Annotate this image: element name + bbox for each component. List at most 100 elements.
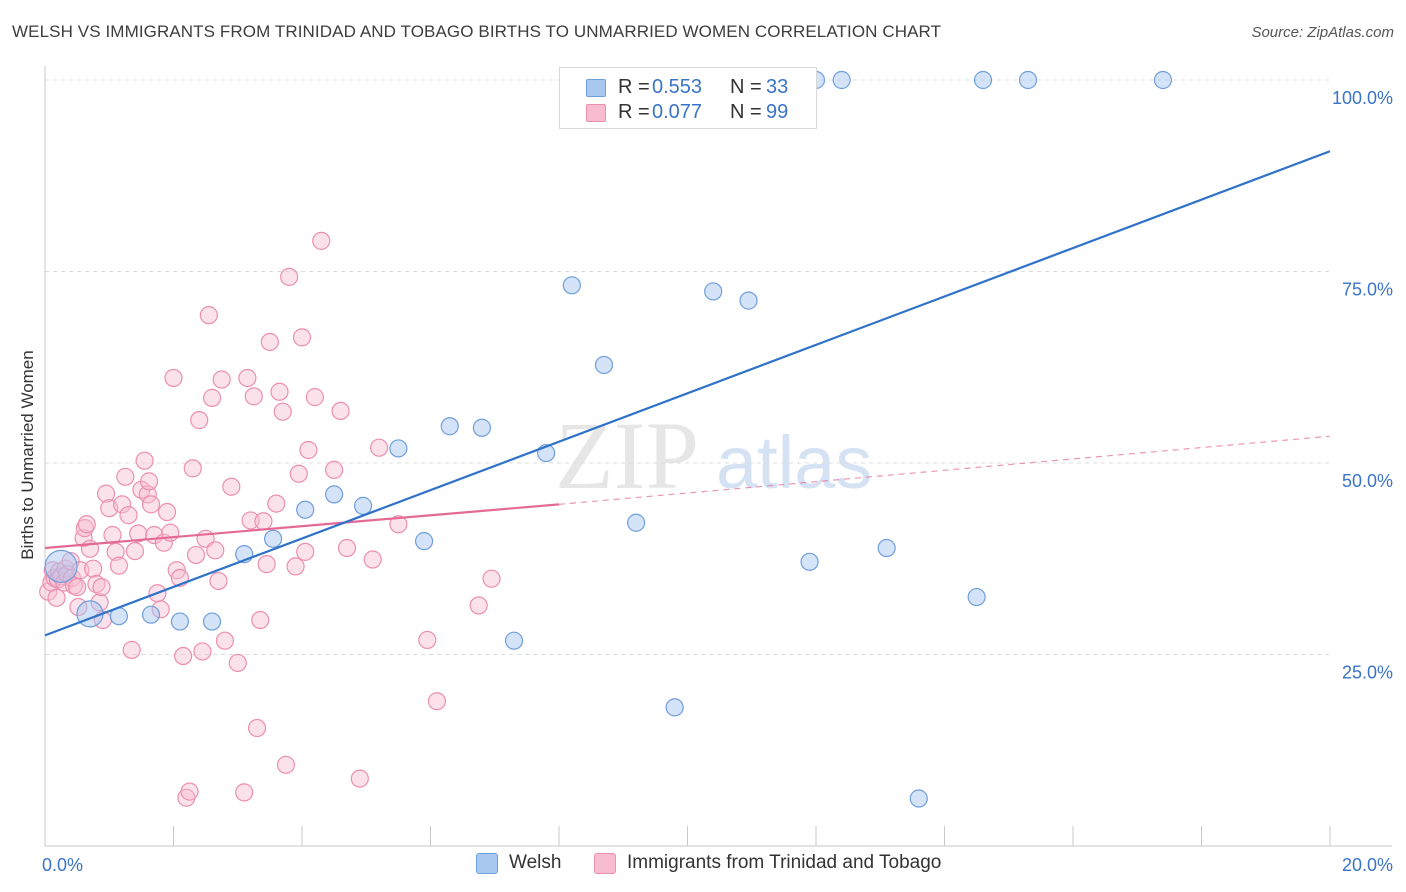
tt-point-57: [193, 642, 212, 661]
y-tick-label-3: 100.0%: [1332, 88, 1393, 108]
tt-point-82: [289, 464, 308, 483]
tt-point-48: [164, 368, 183, 388]
welsh-point-32: [1153, 70, 1173, 90]
tt-point-62: [209, 571, 228, 591]
welsh-point-15: [504, 631, 524, 650]
tt-point-91: [350, 769, 369, 788]
tt-point-74: [257, 555, 276, 574]
tt-point-53: [180, 782, 199, 801]
chart-source: Source: ZipAtlas.com: [1251, 24, 1394, 41]
tt-point-90: [337, 538, 357, 558]
tt-point-92: [363, 550, 382, 569]
tt-point-29: [106, 542, 125, 561]
tt-point-35: [125, 541, 145, 561]
tt-point-46: [157, 502, 177, 522]
bottom-welsh-label: Welsh: [509, 852, 562, 873]
tt-trend-line-extension: [558, 435, 1331, 505]
tt-point-84: [296, 542, 315, 561]
tt-point-34: [122, 640, 141, 660]
tt-n-value: 99: [766, 101, 789, 123]
tt-point-67: [235, 783, 254, 802]
tt-point-68: [238, 368, 257, 388]
welsh-point-30: [973, 70, 993, 90]
welsh-r-value: 0.553: [652, 76, 703, 98]
x-axis-ticks: [44, 826, 1331, 846]
tt-point-41: [141, 495, 161, 514]
tt-r-value: 0.077: [652, 101, 703, 123]
welsh-point-23: [800, 552, 819, 571]
bottom-welsh-swatch: [476, 853, 498, 874]
welsh-n-label: N =: [730, 76, 762, 98]
tt-point-86: [305, 388, 324, 407]
welsh-point-9: [325, 485, 344, 504]
welsh-point-21: [704, 282, 723, 301]
welsh-point-7: [263, 529, 283, 548]
chart-title: WELSH VS IMMIGRANTS FROM TRINIDAD AND TO…: [12, 22, 942, 41]
x-tick-label-1: 20.0%: [1342, 855, 1393, 875]
tt-point-85: [299, 440, 318, 460]
tt-point-76: [267, 494, 286, 513]
tt-point-89: [331, 401, 350, 421]
welsh-point-11: [389, 439, 408, 458]
welsh-point-20: [665, 698, 684, 717]
welsh-point-24: [877, 538, 896, 558]
tt-point-21: [84, 559, 103, 578]
welsh-point-26: [967, 587, 986, 607]
welsh-point-22: [739, 291, 758, 310]
tt-point-59: [199, 306, 218, 325]
y-tick-label-1: 50.0%: [1342, 471, 1393, 491]
correlation-legend: R = 0.553 N = 33 R = 0.077 N = 99: [559, 67, 817, 129]
tt-point-33: [119, 505, 138, 525]
welsh-n-value: 33: [766, 76, 789, 98]
tt-point-94: [389, 515, 408, 534]
tt-point-19: [77, 515, 96, 534]
welsh-point-13: [440, 417, 459, 436]
tt-trend-line: [44, 503, 560, 550]
tt-point-97: [469, 596, 488, 615]
bottom-tt-label: Immigrants from Trinidad and Tobago: [627, 852, 942, 873]
welsh-point-14: [472, 418, 491, 437]
welsh-point-17: [562, 276, 581, 295]
welsh-r-label: R =: [618, 76, 650, 98]
tt-point-61: [206, 541, 225, 560]
bottom-tt-swatch: [594, 853, 616, 874]
tt-point-60: [202, 388, 222, 407]
tt-point-51: [174, 646, 193, 666]
tt-point-81: [286, 557, 305, 576]
y-tick-label-0: 25.0%: [1342, 663, 1393, 683]
tt-point-72: [251, 610, 270, 630]
welsh-point-4: [170, 612, 190, 631]
tt-point-80: [280, 267, 299, 286]
welsh-point-8: [296, 500, 315, 519]
tt-point-87: [312, 231, 331, 250]
tt-swatch: [586, 104, 606, 122]
welsh-point-0: [44, 549, 78, 584]
tt-point-40: [139, 472, 159, 491]
welsh-point-3: [141, 605, 161, 624]
tt-point-71: [247, 718, 267, 738]
tt-point-26: [96, 484, 116, 503]
tt-point-31: [112, 495, 132, 514]
tt-point-39: [138, 485, 157, 504]
watermark: ZIP atlas: [555, 402, 872, 509]
welsh-point-5: [202, 612, 222, 631]
welsh-point-19: [626, 513, 646, 532]
tt-point-30: [109, 556, 128, 575]
welsh-series-points: [44, 70, 1173, 808]
tt-point-75: [260, 332, 279, 352]
tt-point-88: [325, 460, 344, 479]
tt-point-73: [254, 512, 273, 531]
tt-point-70: [244, 387, 263, 406]
axes: [44, 66, 1392, 847]
tt-point-77: [270, 382, 289, 401]
tt-point-69: [241, 511, 260, 530]
tt-point-96: [427, 692, 447, 711]
tt-point-63: [212, 370, 231, 389]
tt-point-54: [183, 459, 202, 478]
tt-point-93: [370, 438, 389, 457]
tt-point-38: [135, 451, 154, 470]
tt-point-65: [222, 477, 241, 496]
tt-point-66: [228, 653, 247, 673]
tt-point-24: [92, 577, 111, 597]
